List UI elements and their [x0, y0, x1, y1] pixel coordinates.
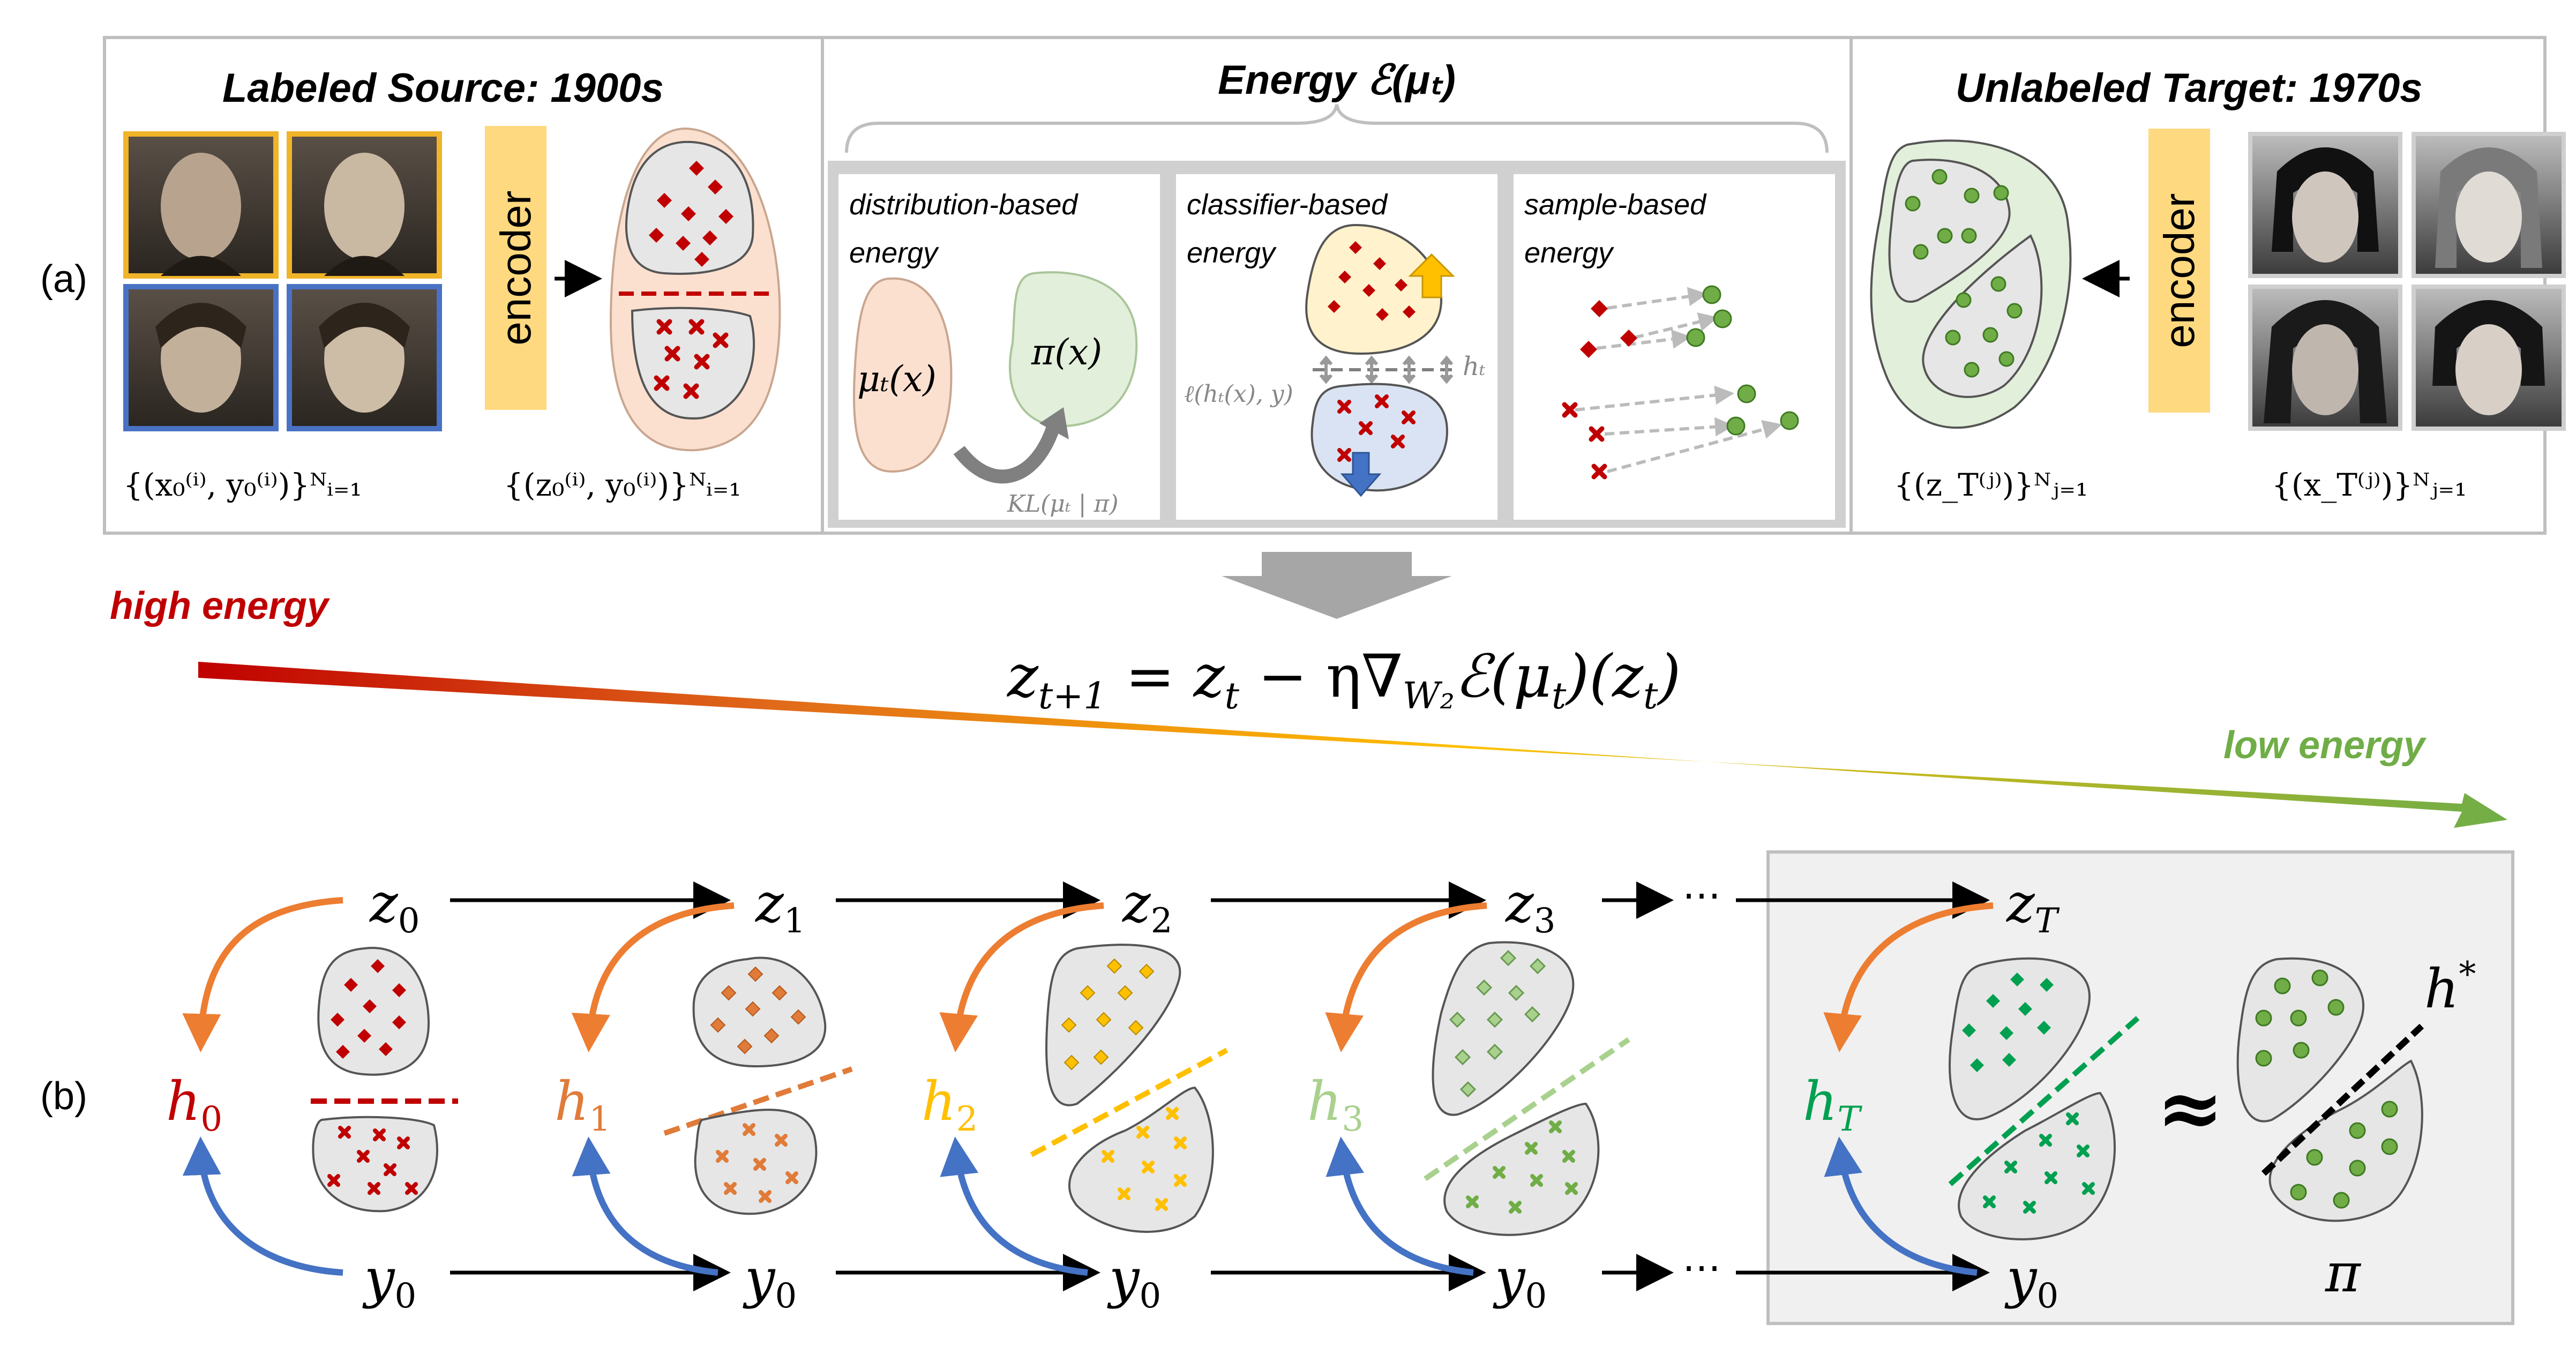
- target-title: Unlabeled Target: 1970s: [1956, 65, 2423, 111]
- target-photo-3: [2248, 285, 2402, 431]
- panel-a: (a) Labeled Source: 1900s: [40, 36, 2566, 535]
- stage-0-z: z0: [369, 872, 420, 941]
- mu-label: μₜ(x): [857, 358, 937, 400]
- approx-symbol: ≈: [2156, 1061, 2224, 1155]
- stage-3: z3 h3 y0: [1307, 872, 1630, 1316]
- target-images-caption: {(x_T⁽ʲ⁾)}ᴺⱼ₌₁: [2272, 467, 2467, 503]
- ellipsis-bottom: ⋯: [1682, 1245, 1721, 1290]
- ellipsis-top: ⋯: [1682, 872, 1721, 917]
- stage-2-y: y0: [1107, 1247, 1161, 1316]
- source-photo-4: [287, 284, 442, 431]
- stage-2: z2 h2 y0: [922, 872, 1229, 1316]
- target-features-caption: {(z_T⁽ʲ⁾)}ᴺⱼ₌₁: [1894, 467, 2088, 503]
- target-photo-2: [2412, 132, 2566, 278]
- target-encoder-box: [2148, 129, 2210, 413]
- stage-1-z: z1: [755, 872, 805, 941]
- classifier-energy-panel: classifier-based energy hₜ: [1176, 174, 1497, 520]
- source-photo-2: [287, 131, 442, 279]
- source-latent-blob: [609, 127, 781, 452]
- stage-0: z0 h0 y0: [166, 872, 458, 1316]
- panel-b: (b) ⋯ ⋯ z0 h0 y0: [40, 850, 2514, 1325]
- stage-T-z: zT: [2006, 872, 2060, 941]
- stage-1: z1 h1 y0: [555, 872, 853, 1316]
- stage-3-h: h3: [1307, 1070, 1364, 1139]
- panel-b-label: (b): [40, 1075, 87, 1118]
- distribution-energy-label-1: distribution-based: [849, 189, 1079, 221]
- sample-energy-label-1: sample-based: [1524, 189, 1707, 221]
- stage-2-z: z2: [1122, 872, 1172, 941]
- distribution-energy-panel: distribution-based energy μₜ(x) π(x) KL(…: [838, 174, 1160, 520]
- stage-T: zT hT y0: [1803, 872, 2140, 1316]
- source-images-caption: {(x₀⁽ⁱ⁾, y₀⁽ⁱ⁾)}ᴺᵢ₌₁: [123, 467, 362, 503]
- mu-distribution-shape: [852, 277, 953, 473]
- energy-gradient-arrow: [198, 662, 2507, 828]
- target-photo-4: [2412, 285, 2566, 431]
- stage-1-y: y0: [743, 1247, 797, 1316]
- distribution-energy-label-2: energy: [849, 237, 939, 269]
- h-star-label: h*: [2424, 955, 2476, 1020]
- target-latent-blob: [1870, 139, 2072, 429]
- source-photo-3: [123, 284, 279, 431]
- source-title: Labeled Source: 1900s: [222, 65, 664, 111]
- pi-distribution-shape: [1008, 271, 1138, 428]
- energy-brace: [845, 104, 1829, 153]
- stage-T-y: y0: [2004, 1247, 2058, 1316]
- loss-label: ℓ(hₜ(x), y): [1184, 380, 1293, 408]
- h-t-label: hₜ: [1463, 352, 1486, 382]
- stage-3-z: z3: [1505, 872, 1555, 941]
- sample-energy-panel: sample-based energy: [1514, 174, 1835, 520]
- target-photo-grid: [2248, 132, 2566, 431]
- stage-0-h: h0: [166, 1070, 222, 1139]
- source-encoder-label: encoder: [492, 190, 540, 345]
- stage-2-h: h2: [922, 1070, 978, 1139]
- high-energy-label: high energy: [110, 585, 331, 627]
- update-rule: zt+1 = zt − η∇W₂ℰ(μt)(zt): [1006, 642, 1681, 717]
- classifier-energy-label-2: energy: [1187, 237, 1277, 269]
- target-photo-1: [2248, 132, 2402, 278]
- stage-1-h: h1: [555, 1070, 611, 1139]
- pi-label-b: π: [2325, 1242, 2362, 1304]
- down-arrow: [1222, 552, 1452, 619]
- source-features-caption: {(z₀⁽ⁱ⁾, y₀⁽ⁱ⁾)}ᴺᵢ₌₁: [504, 467, 742, 503]
- stage-T-h: hT: [1803, 1070, 1862, 1139]
- low-energy-label: low energy: [2223, 724, 2427, 767]
- target-encoder-label: encoder: [2155, 193, 2203, 348]
- energy-title: Energy ℰ(μₜ): [1218, 57, 1456, 103]
- pi-label: π(x): [1031, 332, 1102, 373]
- kl-label: KL(μₜ | π): [1007, 490, 1119, 518]
- kl-arrow: [953, 426, 1060, 484]
- panel-a-label: (a): [40, 258, 87, 301]
- stage-0-y: y0: [362, 1247, 416, 1316]
- upper-push-arrow: [1408, 253, 1455, 298]
- source-photo-1: [123, 131, 279, 279]
- classifier-energy-label-1: classifier-based: [1187, 189, 1388, 221]
- stage-3-y: y0: [1493, 1247, 1547, 1316]
- target-pi-blob: [2236, 957, 2424, 1222]
- source-photo-grid: [123, 131, 442, 431]
- sample-energy-label-2: energy: [1524, 237, 1614, 269]
- lower-push-arrow: [1340, 452, 1382, 497]
- source-encoder-box: [485, 126, 546, 410]
